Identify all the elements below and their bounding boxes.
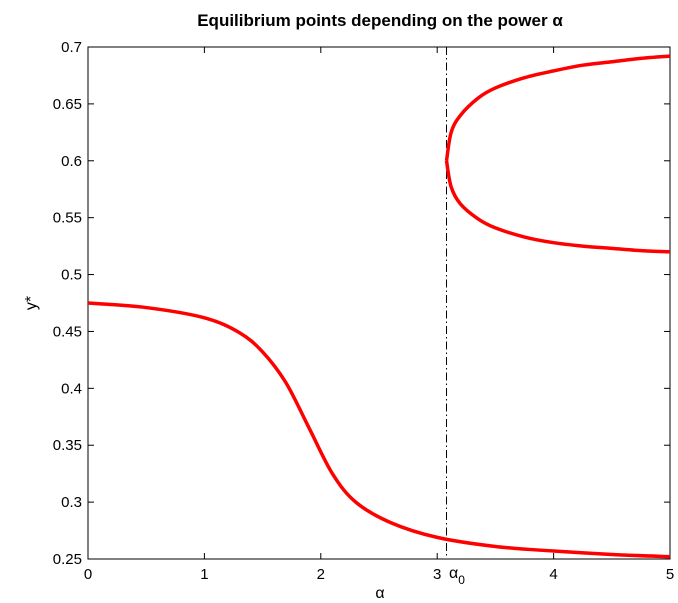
alpha0-annotation: α0 [449, 565, 465, 587]
y-tick-label: 0.5 [61, 267, 82, 284]
plot-area: 0 1 2 3 4 5 0.25 0.3 0.35 0.4 0.45 0.5 0.55 0.6 0.65 0.… [53, 39, 674, 583]
y-tick-label: 0.25 [53, 551, 82, 568]
x-axis-label-group: α [375, 585, 384, 602]
y-axis-label: y* [23, 296, 40, 310]
alpha0-symbol: α [449, 565, 458, 582]
chart-title: Equilibrium points depending on the powe… [197, 11, 563, 30]
y-tick-label: 0.4 [61, 380, 82, 397]
alpha0-subscript: 0 [458, 573, 465, 587]
y-tick-label: 0.7 [61, 39, 82, 56]
x-tick-label: 1 [200, 566, 208, 583]
x-tick-label: 3 [433, 566, 441, 583]
series-line-0 [87, 301, 671, 559]
series-line-1 [444, 54, 671, 162]
y-tick-label: 0.6 [61, 153, 82, 170]
x-tick-label: 2 [317, 566, 325, 583]
y-tick-label: 0.3 [61, 494, 82, 511]
x-tick-label: 0 [84, 566, 92, 583]
x-axis-label: α [375, 585, 384, 602]
alpha0-label: α0 [449, 565, 465, 587]
ticks: 0 1 2 3 4 5 0.25 0.3 0.35 0.4 0.45 0.5 0.55 0.6 0.65 0.… [53, 39, 674, 583]
series-line-2 [444, 160, 671, 254]
y-axis-label-group: y* [23, 296, 40, 310]
y-tick-label: 0.35 [53, 437, 82, 454]
x-tick-label: 5 [666, 566, 674, 583]
y-tick-label: 0.45 [53, 323, 82, 340]
plot-frame [87, 46, 671, 560]
y-tick-label: 0.55 [53, 210, 82, 227]
curves [87, 54, 671, 559]
x-tick-label: 4 [549, 566, 557, 583]
y-tick-label: 0.65 [53, 96, 82, 113]
